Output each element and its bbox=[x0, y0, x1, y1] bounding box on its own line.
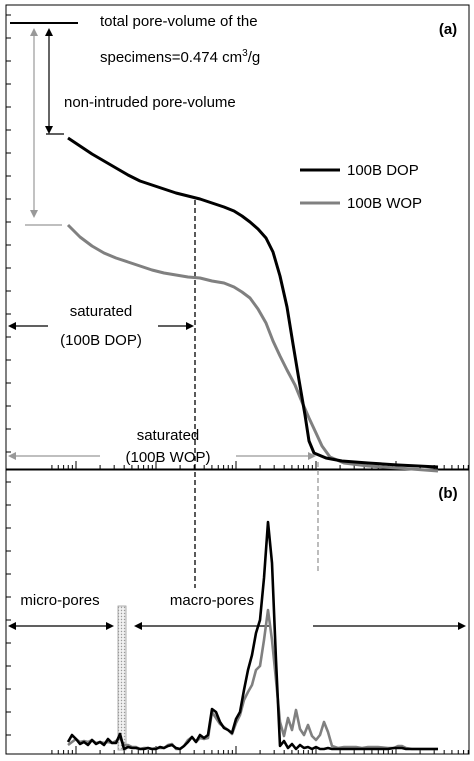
series-dop-line-a bbox=[67, 136, 439, 469]
legend-label-wop: 100B WOP bbox=[347, 195, 422, 212]
macro-arrowhead-left bbox=[134, 622, 142, 630]
saturated-dop-label-line1: saturated bbox=[70, 303, 133, 320]
saturated-wop-label-line1: saturated bbox=[137, 427, 200, 444]
total-pore-volume-label-line1: total pore-volume of the bbox=[100, 13, 258, 30]
boundary-bar bbox=[117, 605, 127, 751]
series-dop-line-b bbox=[66, 520, 438, 751]
plot-frame-a bbox=[5, 4, 470, 470]
axis-ticks bbox=[6, 14, 469, 754]
macro-pores-label: macro-pores bbox=[170, 592, 254, 609]
non-intruded-arrowhead-wop-up bbox=[30, 28, 38, 36]
micro-arrowhead-right bbox=[106, 622, 114, 630]
panel-label-b: (b) bbox=[438, 485, 457, 502]
non-intruded-arrowhead-wop-down bbox=[30, 210, 38, 218]
panel-label-a: (a) bbox=[439, 21, 457, 38]
saturated-dop-arrowhead-right bbox=[186, 322, 194, 330]
micro-pores-label: micro-pores bbox=[20, 592, 99, 609]
non-intruded-arrowhead-dop-up bbox=[45, 28, 53, 36]
non-intruded-arrowhead-dop-down bbox=[45, 126, 53, 134]
plot-frame-b bbox=[5, 469, 470, 755]
saturated-dop-label-line2: (100B DOP) bbox=[60, 332, 142, 349]
total-pore-volume-label-line2: specimens=0.474 cm3/g bbox=[100, 48, 260, 66]
non-intruded-label: non-intruded pore-volume bbox=[64, 94, 236, 111]
saturated-wop-label-line2: (100B WOP) bbox=[125, 449, 210, 466]
saturated-dop-arrowhead-left bbox=[8, 322, 16, 330]
legend-label-dop: 100B DOP bbox=[347, 162, 419, 179]
series-wop-line-a bbox=[66, 223, 439, 473]
micro-arrowhead-left bbox=[8, 622, 16, 630]
saturated-wop-arrowhead-left bbox=[8, 452, 16, 460]
saturated-wop-arrowhead-right bbox=[308, 452, 316, 460]
macro-arrowhead-right bbox=[458, 622, 466, 630]
